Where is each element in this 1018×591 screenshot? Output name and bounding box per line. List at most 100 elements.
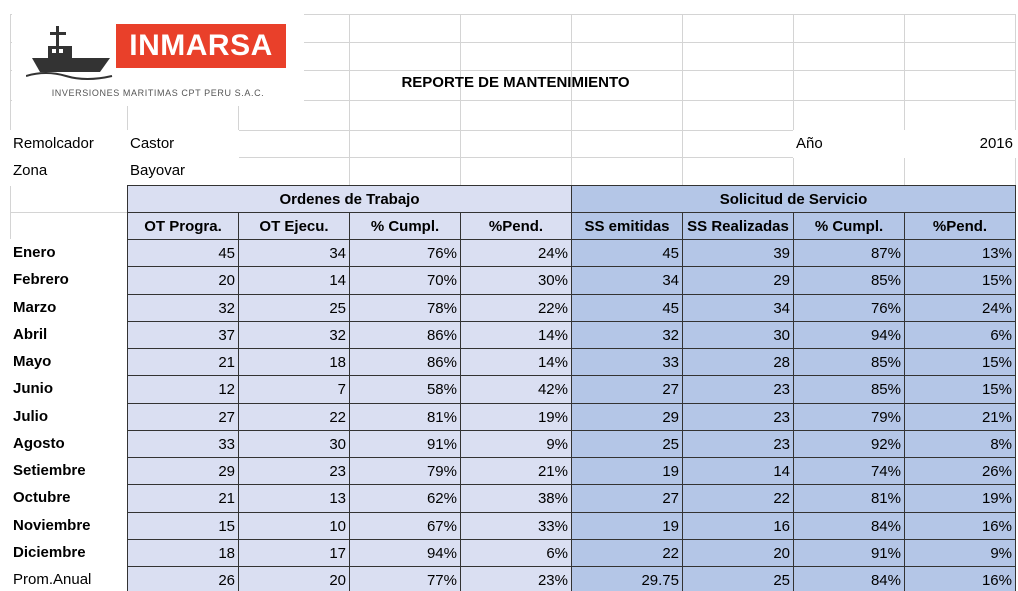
data-cell: 13% [904,239,1016,268]
brand-subtitle: INVERSIONES MARITIMAS CPT PERU S.A.C. [51,88,265,98]
boat-icon [26,26,113,80]
data-cell: 87% [793,239,905,268]
data-cell: 86% [349,348,461,377]
data-cell: 26 [127,566,239,591]
data-cell: 25 [238,293,350,322]
row-label: Agosto [10,429,128,458]
data-cell: 25 [571,429,683,458]
data-cell: 22 [238,402,350,431]
data-cell: 94% [793,320,905,349]
data-cell: 10 [238,511,350,540]
data-cell: 20 [238,566,350,591]
data-cell: 20 [682,538,794,567]
grid-line [10,130,1015,131]
data-cell: 15% [904,348,1016,377]
data-cell: 19% [904,484,1016,513]
data-cell: 81% [349,402,461,431]
row-label: Noviembre [10,511,128,540]
column-header: OT Progra. [127,211,239,240]
data-cell: 15 [127,511,239,540]
row-label: Prom.Anual [10,566,128,591]
data-cell: 7 [238,375,350,404]
info-value: 2016 [904,130,1016,159]
data-cell: 13 [238,484,350,513]
data-cell: 24% [904,293,1016,322]
row-label: Mayo [10,348,128,377]
data-cell: 62% [349,484,461,513]
data-cell: 85% [793,348,905,377]
data-cell: 26% [904,457,1016,486]
info-value: Castor [127,130,239,159]
data-cell: 22 [571,538,683,567]
data-cell: 14 [682,457,794,486]
info-label: Remolcador [10,130,128,159]
data-cell: 32 [127,293,239,322]
column-header: % Cumpl. [793,211,905,240]
data-cell: 33 [571,348,683,377]
data-cell: 30 [682,320,794,349]
logo: INMARSA INVERSIONES MARITIMAS CPT PERU S… [12,14,304,106]
data-cell: 15% [904,375,1016,404]
data-cell: 20 [127,266,239,295]
row-label: Junio [10,375,128,404]
data-cell: 34 [682,293,794,322]
grid-line [10,70,1015,71]
grid-line [10,157,1015,159]
column-header: SS Realizadas [682,211,794,240]
data-cell: 38% [460,484,572,513]
column-header: % Cumpl. [349,211,461,240]
data-cell: 16% [904,511,1016,540]
data-cell: 6% [460,538,572,567]
grid-line [10,42,1015,43]
column-header: %Pend. [904,211,1016,240]
data-cell: 14% [460,348,572,377]
data-cell: 15% [904,266,1016,295]
data-cell: 29 [127,457,239,486]
data-cell: 16 [682,511,794,540]
data-cell: 12 [127,375,239,404]
data-cell: 22% [460,293,572,322]
column-header: SS emitidas [571,211,683,240]
data-cell: 85% [793,266,905,295]
data-cell: 9% [460,429,572,458]
data-cell: 58% [349,375,461,404]
data-cell: 34 [238,239,350,268]
grid-line [10,14,1015,15]
data-cell: 42% [460,375,572,404]
data-cell: 33% [460,511,572,540]
data-cell: 79% [793,402,905,431]
data-cell: 27 [571,375,683,404]
column-header: OT Ejecu. [238,211,350,240]
data-cell: 23 [682,429,794,458]
data-cell: 18 [127,538,239,567]
row-label: Octubre [10,484,128,513]
data-cell: 32 [238,320,350,349]
row-label: Diciembre [10,538,128,567]
group-header: Ordenes de Trabajo [127,184,572,213]
data-cell: 23% [460,566,572,591]
data-cell: 23 [238,457,350,486]
data-cell: 67% [349,511,461,540]
data-cell: 30 [238,429,350,458]
data-cell: 39 [682,239,794,268]
data-cell: 16% [904,566,1016,591]
data-cell: 21% [460,457,572,486]
info-label: Año [793,130,905,159]
data-cell: 29 [571,402,683,431]
data-cell: 85% [793,375,905,404]
row-label: Enero [10,239,128,268]
report-title: REPORTE DE MANTENIMIENTO [401,74,630,91]
data-cell: 19 [571,511,683,540]
data-cell: 33 [127,429,239,458]
data-cell: 23 [682,375,794,404]
data-cell: 92% [793,429,905,458]
data-cell: 27 [571,484,683,513]
data-cell: 32 [571,320,683,349]
data-cell: 94% [349,538,461,567]
row-label: Febrero [10,266,128,295]
data-cell: 25 [682,566,794,591]
data-cell: 6% [904,320,1016,349]
info-label: Zona [10,157,128,186]
data-cell: 28 [682,348,794,377]
